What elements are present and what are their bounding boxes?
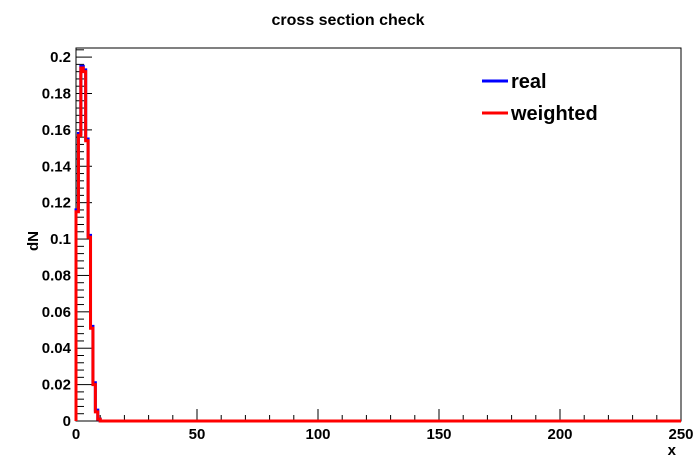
series-weighted-line bbox=[74, 66, 681, 423]
y-tick-labels: 0 0.02 0.04 0.06 0.08 0.1 0.12 0.14 0.16 0.18 0.2 bbox=[42, 49, 72, 430]
legend-label-real: real bbox=[511, 71, 547, 93]
x-tick-label: 0 bbox=[72, 426, 80, 443]
legend-label-weighted: weighted bbox=[510, 103, 598, 125]
y-tick-label: 0.18 bbox=[42, 85, 71, 102]
x-axis-label: x bbox=[668, 442, 677, 459]
x-tick-labels: 0 50 100 150 200 250 bbox=[72, 426, 694, 443]
y-tick-label: 0.1 bbox=[50, 231, 71, 248]
chart-title: cross section check bbox=[272, 12, 425, 29]
y-tick-label: 0.14 bbox=[42, 158, 72, 175]
y-tick-label: 0.02 bbox=[42, 377, 71, 394]
x-tick-label: 150 bbox=[426, 426, 451, 443]
series-group bbox=[74, 64, 681, 423]
x-tick-label: 100 bbox=[305, 426, 330, 443]
y-tick-label: 0.2 bbox=[50, 49, 71, 66]
x-tick-label: 50 bbox=[189, 426, 206, 443]
x-tick-label: 200 bbox=[547, 426, 572, 443]
legend: real weighted bbox=[482, 71, 598, 125]
y-tick-label: 0 bbox=[63, 413, 71, 430]
y-tick-label: 0.08 bbox=[42, 267, 71, 284]
y-tick-label: 0.06 bbox=[42, 304, 71, 321]
y-tick-label: 0.04 bbox=[42, 340, 72, 357]
y-axis-label: dN bbox=[25, 231, 42, 251]
x-tick-label: 250 bbox=[668, 426, 693, 443]
y-tick-label: 0.12 bbox=[42, 195, 71, 212]
y-tick-label: 0.16 bbox=[42, 122, 71, 139]
